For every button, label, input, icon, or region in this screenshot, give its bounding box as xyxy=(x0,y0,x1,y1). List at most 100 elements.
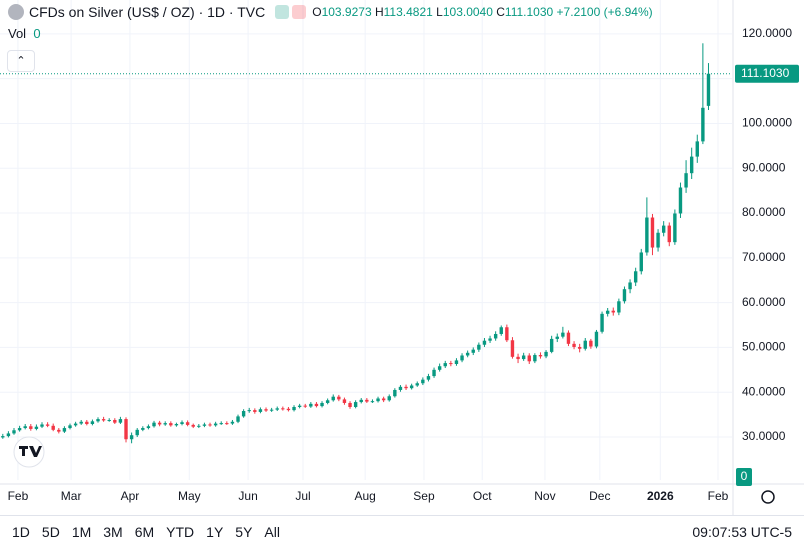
candle-body xyxy=(645,217,649,253)
x-tick-label: Dec xyxy=(589,489,610,503)
candle-body xyxy=(135,429,139,436)
candle-body xyxy=(678,187,683,214)
candle-body xyxy=(566,332,571,344)
candle-body xyxy=(320,402,324,407)
candle-body xyxy=(57,429,61,432)
candle-body xyxy=(594,331,599,347)
candle-body xyxy=(689,156,694,174)
candle-body xyxy=(129,435,134,440)
chart-title: CFDs on Silver (US$ / OZ) · 1D · TVC xyxy=(29,4,266,20)
range-button[interactable]: 1Y xyxy=(206,523,224,540)
candle-body xyxy=(51,425,55,430)
candle-body xyxy=(667,225,671,243)
change: +7.2100 (+6.94%) xyxy=(556,5,653,19)
candle-body xyxy=(471,349,475,353)
candle-body xyxy=(527,355,531,362)
x-tick-label: Aug xyxy=(354,489,375,503)
candle-body xyxy=(684,173,688,188)
ohlc-label: C xyxy=(496,5,505,19)
candle-body xyxy=(393,389,397,397)
last-price-box xyxy=(735,64,799,83)
x-tick-label: Feb xyxy=(8,489,29,503)
logo-mark xyxy=(19,446,42,457)
x-tick-label: Feb xyxy=(708,489,729,503)
candle-body xyxy=(174,424,179,426)
candle-body xyxy=(169,423,173,426)
candle-body xyxy=(314,403,319,407)
candle-body xyxy=(348,402,352,407)
last-price-label: 111.1030 xyxy=(741,66,790,80)
ohlc-label: H xyxy=(374,5,384,19)
candle-body xyxy=(247,410,251,412)
candle-body xyxy=(477,344,481,350)
ohlc-value: 111.1030 xyxy=(504,5,554,19)
status-tag xyxy=(292,5,307,19)
range-button[interactable]: 5Y xyxy=(235,523,253,540)
candle-body xyxy=(701,107,705,142)
x-tick-label: Mar xyxy=(61,489,82,503)
candle-body xyxy=(706,73,711,106)
range-button[interactable]: 3M xyxy=(103,523,123,540)
candle-body xyxy=(17,428,22,431)
candle-body xyxy=(454,360,459,364)
candle-body xyxy=(29,426,33,429)
toolbar: 1D 5D 1M 3M 6M YTD 1Y 5Y All 09:07:53 UTC-5 xyxy=(0,515,804,546)
candle-body xyxy=(572,343,576,347)
candle-body xyxy=(549,338,554,352)
candle-body xyxy=(264,409,268,411)
collapse-button[interactable]: ⌃ xyxy=(7,50,35,72)
range-button[interactable]: All xyxy=(264,523,280,540)
candle-body xyxy=(499,327,503,334)
candle-body xyxy=(225,423,229,425)
volume-label: Vol xyxy=(8,26,27,41)
candle-body xyxy=(6,433,11,437)
candle-body xyxy=(208,424,212,426)
candle-body xyxy=(359,399,363,403)
candle-body xyxy=(163,423,167,425)
candle-body xyxy=(628,282,632,290)
candle-body xyxy=(370,401,375,403)
candle-body xyxy=(258,409,263,412)
candle-body xyxy=(68,425,72,429)
y-tick-label: 100.0000 xyxy=(742,116,792,130)
candle-body xyxy=(376,398,380,402)
candle-body xyxy=(213,423,218,426)
candle-body xyxy=(236,416,240,422)
candle-body xyxy=(577,346,582,349)
y-tick-label: 30.0000 xyxy=(742,429,786,443)
x-tick-label: Apr xyxy=(121,489,140,503)
candle-body xyxy=(533,355,537,362)
candle-body xyxy=(157,422,162,425)
candle-body xyxy=(12,430,16,434)
x-tick-label: Nov xyxy=(534,489,555,503)
candle-body xyxy=(365,399,369,402)
y-tick-label: 50.0000 xyxy=(742,340,786,354)
candle-body xyxy=(180,422,184,425)
candle-body xyxy=(656,232,660,248)
candle-body xyxy=(622,289,627,302)
candle-body xyxy=(73,423,78,426)
candle-body xyxy=(107,419,111,421)
ohlc-label: O xyxy=(312,5,322,19)
candle-body xyxy=(583,340,587,349)
candle-body xyxy=(90,421,95,425)
candle-body xyxy=(493,333,498,339)
candle-body xyxy=(387,396,391,401)
y-tick-label: 90.0000 xyxy=(742,160,786,174)
candle-body xyxy=(331,396,335,401)
range-button[interactable]: 1M xyxy=(71,523,92,540)
candle-body xyxy=(101,419,106,421)
candle-body xyxy=(381,398,386,401)
range-button[interactable]: 5D xyxy=(41,523,60,540)
range-button[interactable]: 6M xyxy=(134,523,155,540)
range-button[interactable]: 1D xyxy=(12,523,30,540)
candle-body xyxy=(146,426,151,429)
range-button[interactable]: YTD xyxy=(166,523,195,540)
candle-body xyxy=(185,422,190,425)
candle-body xyxy=(421,379,425,384)
candle-body xyxy=(398,386,403,390)
candle-body xyxy=(673,213,677,243)
candle-body xyxy=(286,408,291,411)
candle-body xyxy=(34,426,39,429)
